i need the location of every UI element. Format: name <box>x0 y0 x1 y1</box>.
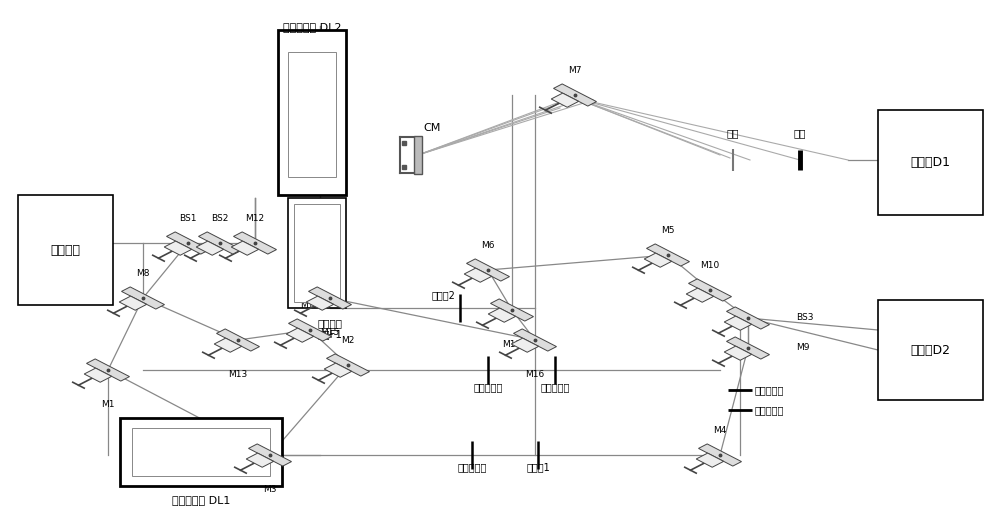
Text: M3: M3 <box>263 485 277 494</box>
Text: 斩波器1: 斩波器1 <box>526 462 550 472</box>
Text: M10: M10 <box>700 261 720 270</box>
Polygon shape <box>324 363 352 377</box>
Polygon shape <box>246 453 274 467</box>
Polygon shape <box>646 244 690 266</box>
Text: 光源模块: 光源模块 <box>50 244 80 256</box>
Polygon shape <box>724 316 752 330</box>
Polygon shape <box>248 444 292 466</box>
Text: M1: M1 <box>101 400 115 409</box>
Polygon shape <box>288 319 332 341</box>
Polygon shape <box>513 329 557 351</box>
Polygon shape <box>233 232 277 254</box>
Polygon shape <box>726 307 770 329</box>
Polygon shape <box>231 241 259 255</box>
Polygon shape <box>326 354 370 376</box>
Polygon shape <box>686 288 714 302</box>
Text: M14: M14 <box>300 301 320 310</box>
Polygon shape <box>216 329 260 351</box>
Text: M12: M12 <box>245 214 265 223</box>
Polygon shape <box>86 359 130 381</box>
Polygon shape <box>464 268 492 282</box>
Polygon shape <box>306 296 334 310</box>
Polygon shape <box>488 308 516 322</box>
Polygon shape <box>121 287 165 309</box>
Text: M16: M16 <box>525 370 545 379</box>
Bar <box>288 198 346 308</box>
Polygon shape <box>286 328 314 342</box>
Bar <box>414 136 422 174</box>
Text: 光学延迟线 DL1: 光学延迟线 DL1 <box>172 495 230 505</box>
Bar <box>288 52 336 177</box>
Polygon shape <box>726 337 770 359</box>
Polygon shape <box>551 93 579 107</box>
Text: M13: M13 <box>228 370 248 379</box>
Text: M8: M8 <box>136 269 150 278</box>
Bar <box>878 300 983 400</box>
Text: 斩波器2: 斩波器2 <box>431 290 455 300</box>
Bar <box>120 418 282 486</box>
Text: 色散补偿片: 色散补偿片 <box>457 462 487 472</box>
Text: 光谱仪D2: 光谱仪D2 <box>910 344 950 356</box>
Bar <box>878 110 983 215</box>
Polygon shape <box>644 253 672 267</box>
Text: 样品: 样品 <box>727 128 739 138</box>
Text: M5: M5 <box>661 226 675 235</box>
Text: 第一偏振片: 第一偏振片 <box>755 385 784 395</box>
Text: M6: M6 <box>481 241 495 250</box>
Bar <box>278 30 346 195</box>
Text: M4: M4 <box>713 426 727 435</box>
Polygon shape <box>688 279 732 301</box>
Polygon shape <box>696 453 724 467</box>
Text: CM: CM <box>423 123 440 133</box>
Polygon shape <box>166 232 210 254</box>
Text: M11: M11 <box>502 340 522 349</box>
Bar <box>132 428 270 476</box>
Bar <box>18 195 113 305</box>
Text: 第二偏振片: 第二偏振片 <box>540 382 570 392</box>
Polygon shape <box>511 338 539 352</box>
Text: M9: M9 <box>797 344 810 352</box>
Polygon shape <box>119 296 147 310</box>
Text: BS1: BS1 <box>179 214 197 223</box>
Text: 第一半波片: 第一半波片 <box>755 405 784 415</box>
Polygon shape <box>198 232 242 254</box>
Text: 光阑: 光阑 <box>794 128 806 138</box>
Polygon shape <box>466 259 510 281</box>
Polygon shape <box>196 241 224 255</box>
Polygon shape <box>724 346 752 360</box>
Text: M15: M15 <box>320 328 340 337</box>
Polygon shape <box>698 444 742 466</box>
Polygon shape <box>553 84 597 106</box>
Text: 光学延迟线 DL2: 光学延迟线 DL2 <box>283 22 341 32</box>
Polygon shape <box>490 299 534 321</box>
Text: 第二半波片: 第二半波片 <box>473 382 503 392</box>
Polygon shape <box>308 287 352 309</box>
Text: BS2: BS2 <box>211 214 229 223</box>
Polygon shape <box>214 338 242 352</box>
Text: M7: M7 <box>568 66 582 75</box>
Bar <box>294 204 340 302</box>
Text: M2: M2 <box>341 336 355 345</box>
Text: 光谱仪D1: 光谱仪D1 <box>910 156 950 169</box>
Text: 光谱滤波
模块F1: 光谱滤波 模块F1 <box>317 318 342 339</box>
Polygon shape <box>164 241 192 255</box>
Polygon shape <box>84 368 112 382</box>
Text: BS3: BS3 <box>797 314 814 322</box>
